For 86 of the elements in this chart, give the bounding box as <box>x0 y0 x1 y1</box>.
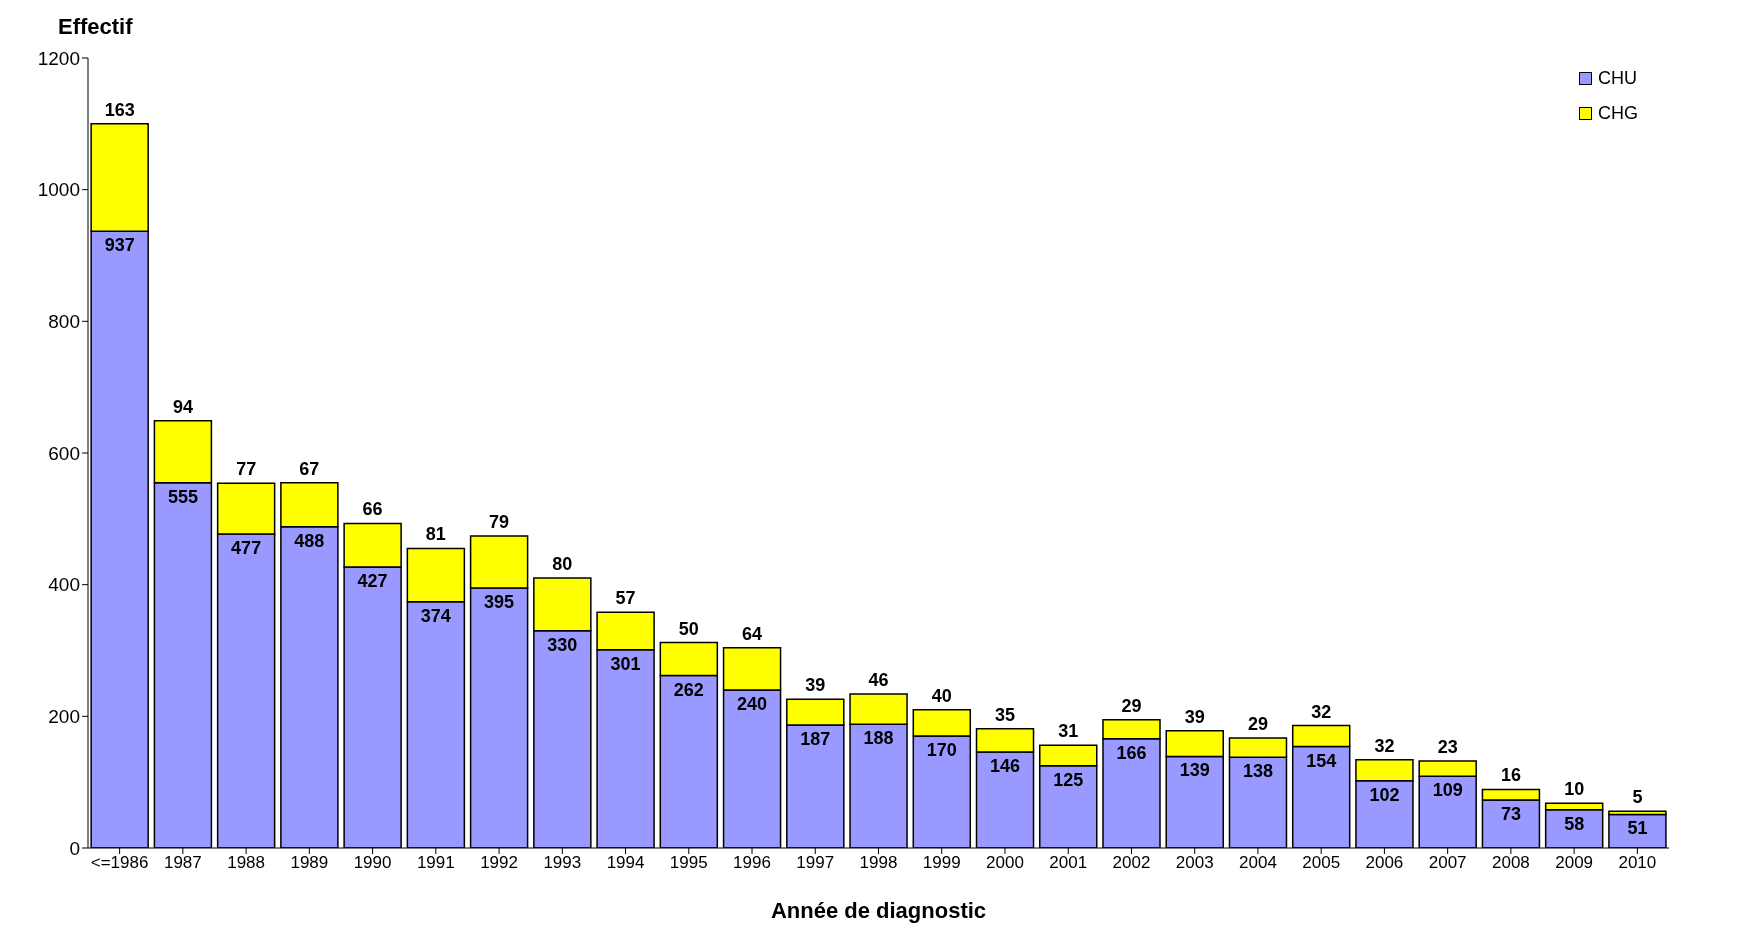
x-tick-label: 2003 <box>1175 853 1214 873</box>
data-label: 57 <box>615 588 636 609</box>
data-label: 39 <box>805 675 826 696</box>
data-label: 488 <box>294 530 325 551</box>
x-tick-label: 1998 <box>859 853 898 873</box>
data-label: 374 <box>420 605 451 626</box>
data-label: 125 <box>1053 769 1084 790</box>
x-tick-label: 1997 <box>796 853 835 873</box>
data-label: 80 <box>552 554 573 575</box>
data-label: 139 <box>1179 760 1210 781</box>
data-label: 79 <box>489 511 510 532</box>
y-axis-title: Effectif <box>58 14 133 40</box>
y-tick-label: 400 <box>48 574 80 596</box>
x-tick-label: 2001 <box>1049 853 1088 873</box>
data-label: 35 <box>995 704 1016 725</box>
y-tick-label: 1200 <box>37 47 80 69</box>
data-label: 301 <box>610 653 641 674</box>
x-tick-label: 2007 <box>1428 853 1467 873</box>
data-label: 77 <box>236 459 257 480</box>
data-label: 58 <box>1564 813 1585 834</box>
x-tick-label: 2000 <box>986 853 1024 873</box>
data-label: 477 <box>231 537 262 558</box>
data-label: 146 <box>990 755 1021 776</box>
y-tick-label: 800 <box>48 311 80 333</box>
data-label: 40 <box>931 685 952 706</box>
x-tick-label: 1995 <box>669 853 708 873</box>
data-label: 50 <box>678 618 699 639</box>
x-tick-label: 1989 <box>290 853 329 873</box>
data-label: 46 <box>868 669 889 690</box>
data-label: 187 <box>800 728 831 749</box>
data-label: 395 <box>484 591 515 612</box>
x-tick-label: 2006 <box>1365 853 1404 873</box>
x-tick-label: 1988 <box>227 853 266 873</box>
data-label: 166 <box>1116 742 1147 763</box>
data-label: 262 <box>673 679 704 700</box>
data-label: 39 <box>1184 706 1205 727</box>
data-label: 94 <box>172 396 193 417</box>
y-tick-label: 200 <box>48 706 80 728</box>
data-label: 102 <box>1369 784 1400 805</box>
data-label: 16 <box>1500 765 1521 786</box>
x-tick-label: 1999 <box>922 853 961 873</box>
legend-label: CHG <box>1598 103 1638 124</box>
x-tick-label: 2008 <box>1491 853 1530 873</box>
x-tick-label: 2010 <box>1618 853 1657 873</box>
x-tick-label: 1987 <box>163 853 202 873</box>
data-label: 31 <box>1058 721 1079 742</box>
data-label: 154 <box>1306 750 1337 771</box>
y-tick-label: 600 <box>48 442 80 464</box>
data-label: 73 <box>1500 803 1521 824</box>
x-tick-label: 1992 <box>480 853 518 873</box>
x-tick-label: 1990 <box>353 853 392 873</box>
x-tick-label: 1991 <box>416 853 455 873</box>
data-label: 66 <box>362 499 383 520</box>
data-label: 109 <box>1432 780 1463 801</box>
data-label: 29 <box>1247 714 1268 735</box>
data-label: 32 <box>1374 735 1395 756</box>
data-label: 937 <box>104 235 135 256</box>
data-label: 138 <box>1242 761 1274 782</box>
data-label: 10 <box>1564 779 1585 800</box>
x-tick-label: <=1986 <box>90 853 149 873</box>
data-label: 32 <box>1311 701 1332 722</box>
x-tick-label: 1993 <box>543 853 582 873</box>
x-axis-title: Année de diagnostic <box>770 898 987 923</box>
data-label: 555 <box>167 486 198 507</box>
data-label: 5 <box>1632 787 1643 808</box>
x-tick-label: 2005 <box>1302 853 1341 873</box>
data-label: 188 <box>863 728 894 749</box>
x-tick-label: 2009 <box>1555 853 1594 873</box>
y-tick-label: 1000 <box>37 179 80 201</box>
data-label: 81 <box>425 524 446 545</box>
x-tick-label: 1996 <box>733 853 771 873</box>
data-label: 170 <box>926 740 957 761</box>
data-label: 29 <box>1121 695 1142 716</box>
data-label: 330 <box>547 634 578 655</box>
x-tick-label: 2004 <box>1239 853 1277 873</box>
x-tick-label: 2002 <box>1112 853 1151 873</box>
data-label: 51 <box>1627 818 1648 839</box>
legend-label: CHU <box>1598 68 1637 89</box>
data-label: 240 <box>737 694 768 714</box>
data-label: 64 <box>742 623 763 644</box>
data-label: 67 <box>299 458 320 479</box>
y-tick-label: 0 <box>69 837 80 859</box>
x-tick-label: 1994 <box>606 853 645 873</box>
data-label: 163 <box>104 99 135 120</box>
data-label: 427 <box>357 570 388 591</box>
data-label: 23 <box>1437 737 1458 758</box>
